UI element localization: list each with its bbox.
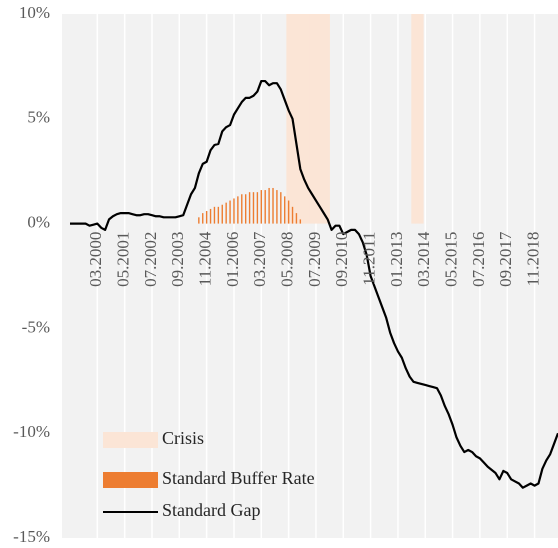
bar bbox=[313, 14, 319, 224]
bar bbox=[286, 14, 291, 224]
x-tick-label: 07.2016 bbox=[469, 232, 488, 287]
x-tick-label: 07.2009 bbox=[305, 232, 324, 287]
legend-label: Crisis bbox=[162, 428, 204, 448]
x-tick-label: 11.2011 bbox=[360, 232, 379, 286]
bar bbox=[280, 192, 282, 224]
bar bbox=[309, 14, 315, 224]
y-tick-label: 0% bbox=[27, 213, 50, 232]
x-tick-label: 03.2007 bbox=[250, 231, 269, 287]
bar bbox=[299, 219, 302, 224]
bar bbox=[225, 202, 227, 224]
bar bbox=[287, 200, 290, 224]
bar bbox=[276, 190, 278, 224]
bar bbox=[248, 192, 251, 224]
y-tick-label: 5% bbox=[27, 108, 50, 127]
bar bbox=[268, 187, 270, 224]
legend-label: Standard Buffer Rate bbox=[162, 468, 315, 488]
bar bbox=[221, 204, 223, 224]
bar bbox=[256, 192, 259, 224]
bar bbox=[325, 14, 330, 224]
labels: -15% -10% -5% 0% 5% 10% 03.2000 05.2001 07.2002 0… bbox=[13, 3, 542, 546]
x-tick-label: 01.2013 bbox=[387, 232, 406, 287]
bar bbox=[202, 213, 204, 224]
bar bbox=[209, 208, 212, 224]
bar bbox=[415, 14, 420, 224]
bar bbox=[284, 196, 286, 224]
y-tick-label: -5% bbox=[22, 317, 50, 336]
y-tick-label: -10% bbox=[13, 422, 50, 441]
x-tick-label: 01.2006 bbox=[223, 232, 242, 287]
x-tick-label: 03.2000 bbox=[86, 232, 105, 287]
x-tick-label: 03.2014 bbox=[414, 231, 433, 287]
bar bbox=[244, 194, 247, 224]
legend: Crisis Standard Buffer Rate Standard Gap bbox=[103, 428, 315, 520]
bar bbox=[317, 14, 323, 224]
x-tick-label: 07.2002 bbox=[141, 232, 160, 287]
y-tick-label: 10% bbox=[19, 3, 50, 22]
legend-label: Standard Gap bbox=[162, 500, 260, 520]
bar bbox=[241, 194, 243, 224]
bar bbox=[260, 190, 262, 224]
bar bbox=[291, 206, 294, 224]
legend-swatch bbox=[103, 472, 158, 488]
bar bbox=[205, 211, 208, 224]
bars bbox=[198, 14, 424, 224]
lines bbox=[70, 79, 558, 489]
bar bbox=[252, 192, 255, 224]
bar bbox=[305, 14, 311, 224]
bar bbox=[301, 14, 307, 224]
x-tick-label: 05.2001 bbox=[114, 232, 133, 287]
bar bbox=[233, 198, 235, 224]
bar bbox=[237, 196, 239, 224]
x-tick-label: 05.2008 bbox=[278, 232, 297, 287]
bar bbox=[264, 190, 266, 224]
x-tick-label: 09.2003 bbox=[168, 232, 187, 287]
bar bbox=[298, 14, 303, 224]
line bbox=[70, 79, 558, 489]
bar bbox=[295, 213, 298, 224]
bar bbox=[294, 14, 299, 224]
x-tick-label: 11.2018 bbox=[523, 232, 542, 287]
bar bbox=[411, 14, 416, 224]
bar bbox=[217, 206, 220, 224]
bar bbox=[321, 14, 327, 224]
bar bbox=[419, 14, 424, 224]
y-tick-label: -15% bbox=[13, 527, 50, 546]
bar bbox=[272, 187, 274, 224]
x-tick-label: 09.2010 bbox=[332, 232, 351, 287]
bar bbox=[198, 217, 200, 224]
bar bbox=[213, 206, 216, 224]
legend-swatch bbox=[103, 432, 158, 448]
x-tick-label: 09.2017 bbox=[496, 231, 515, 287]
bar bbox=[229, 200, 231, 224]
x-tick-label: 11.2004 bbox=[196, 231, 215, 286]
x-tick-label: 05.2015 bbox=[441, 232, 460, 287]
